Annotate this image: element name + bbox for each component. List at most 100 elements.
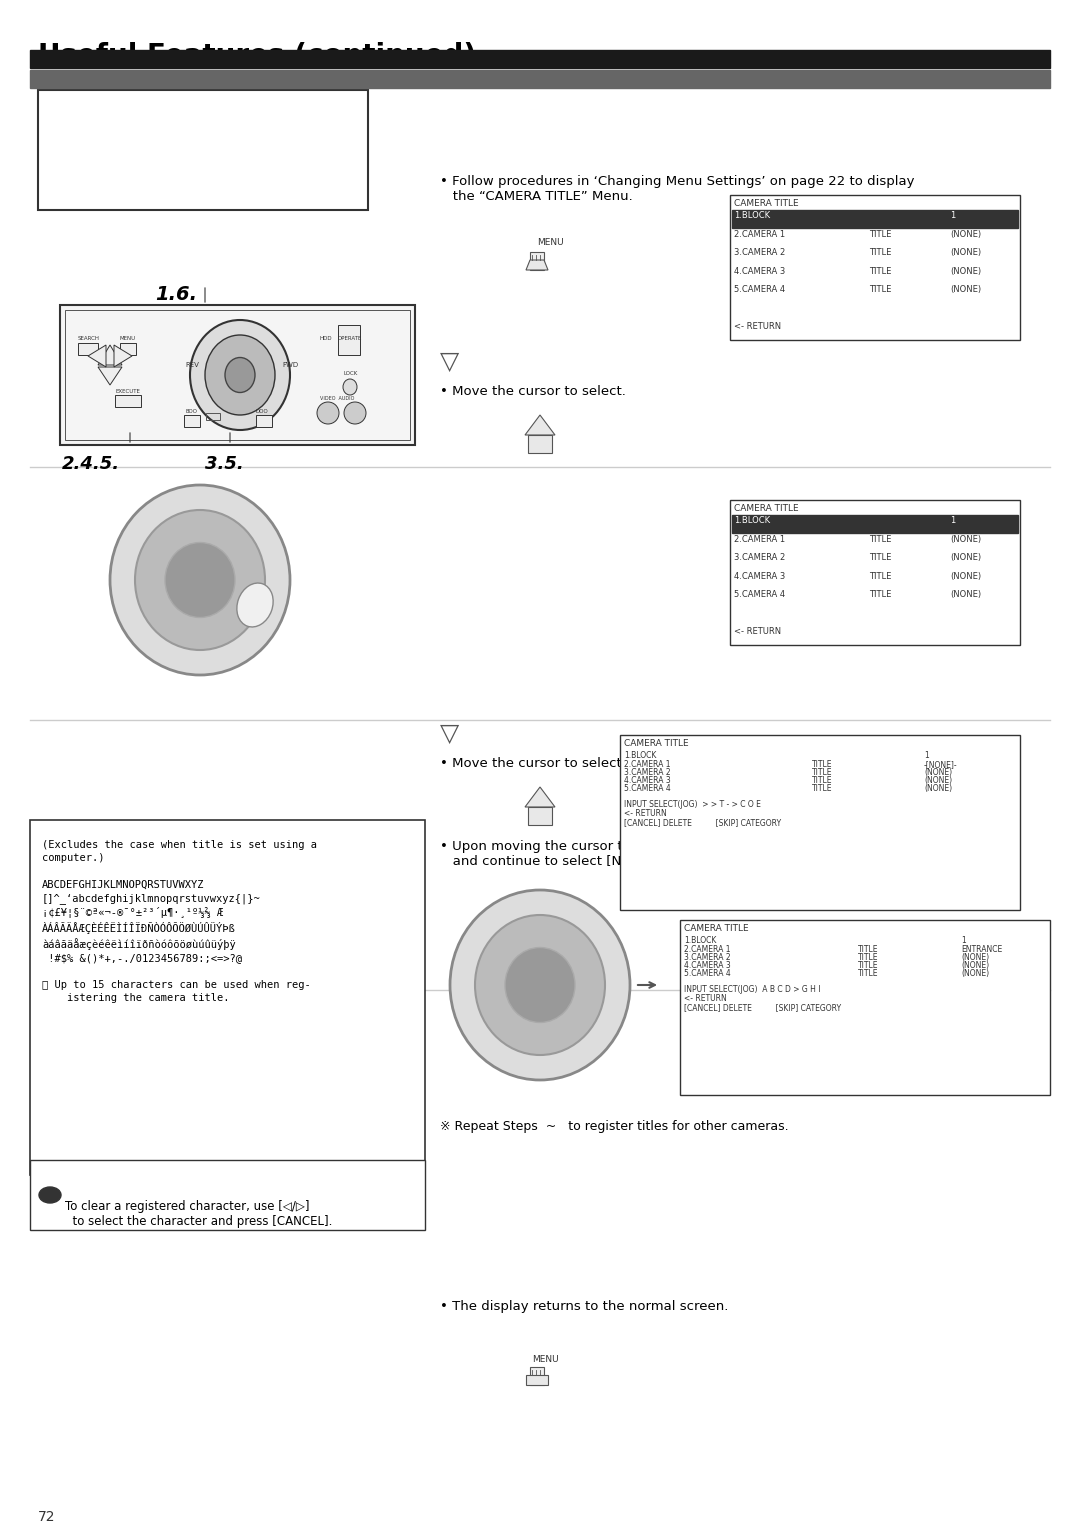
Text: 4.CAMERA 3: 4.CAMERA 3 — [734, 267, 785, 275]
Text: ▽: ▽ — [440, 350, 459, 374]
Bar — [30, 70, 1050, 89]
Text: HDD: HDD — [320, 336, 333, 341]
Bar — [732, 209, 1018, 228]
Text: <- RETURN: <- RETURN — [734, 628, 781, 637]
Text: • The display returns to the normal screen.: • The display returns to the normal scre… — [440, 1300, 728, 1313]
Text: ▽: ▽ — [440, 723, 459, 746]
Text: TITLE: TITLE — [812, 759, 833, 769]
Text: 1.BLOCK: 1.BLOCK — [734, 211, 770, 220]
Text: 1.6.: 1.6. — [156, 286, 197, 304]
Text: 1: 1 — [950, 516, 956, 526]
Text: TITLE: TITLE — [858, 953, 878, 963]
Text: (NONE): (NONE) — [950, 535, 982, 544]
Text: [CANCEL] DELETE          [SKIP] CATEGORY: [CANCEL] DELETE [SKIP] CATEGORY — [624, 817, 781, 827]
Bar — [38, 90, 368, 209]
Text: (NONE): (NONE) — [950, 553, 982, 562]
Text: CAMERA TITLE: CAMERA TITLE — [684, 924, 748, 934]
Text: 1.BLOCK: 1.BLOCK — [624, 750, 657, 759]
Bar — [206, 413, 220, 420]
Text: MENU: MENU — [120, 336, 136, 341]
Bar — [730, 196, 1020, 341]
Text: FWD: FWD — [592, 978, 615, 989]
Bar — [120, 342, 136, 354]
Ellipse shape — [190, 319, 291, 429]
Text: DOO: DOO — [256, 410, 269, 414]
Ellipse shape — [345, 402, 366, 423]
Text: 2.4.5.: 2.4.5. — [62, 455, 120, 474]
Text: TITLE: TITLE — [869, 590, 892, 599]
Polygon shape — [114, 345, 132, 367]
Text: 2.CAMERA 1: 2.CAMERA 1 — [624, 759, 671, 769]
Text: TITLE: TITLE — [812, 776, 833, 785]
Text: CAMERA TITLE: CAMERA TITLE — [624, 740, 689, 749]
Text: TITLE: TITLE — [869, 286, 892, 295]
Bar — [680, 920, 1050, 1096]
Text: ENTRANCE: ENTRANCE — [961, 944, 1002, 953]
Ellipse shape — [135, 510, 265, 649]
Ellipse shape — [225, 358, 255, 393]
Bar — [620, 735, 1020, 911]
Text: To clear a registered character, use [◁/▷]
  to select the character and press [: To clear a registered character, use [◁/… — [65, 1199, 333, 1229]
Bar — [65, 310, 410, 440]
Text: (NONE): (NONE) — [924, 776, 953, 785]
Text: TITLE: TITLE — [869, 553, 892, 562]
Text: TITLE: TITLE — [869, 248, 892, 257]
Text: • Move the cursor to select.: • Move the cursor to select. — [440, 756, 626, 770]
Text: 4.CAMERA 3: 4.CAMERA 3 — [734, 571, 785, 581]
Text: 3.CAMERA 2: 3.CAMERA 2 — [734, 553, 785, 562]
Text: 3.CAMERA 2: 3.CAMERA 2 — [734, 248, 785, 257]
Text: ※ Repeat Steps  ~   to register titles for other cameras.: ※ Repeat Steps ~ to register titles for … — [440, 1120, 788, 1132]
Bar — [184, 416, 200, 426]
Text: <- RETURN: <- RETURN — [734, 322, 781, 332]
Text: (NONE): (NONE) — [950, 248, 982, 257]
Ellipse shape — [39, 1187, 60, 1203]
Text: MENU: MENU — [537, 238, 564, 248]
Text: REV: REV — [185, 362, 199, 368]
Text: TITLE: TITLE — [812, 784, 833, 793]
Polygon shape — [526, 1375, 548, 1384]
Text: (NONE): (NONE) — [950, 286, 982, 295]
Text: CAMERA TITLE: CAMERA TITLE — [734, 199, 798, 208]
Text: TITLE: TITLE — [858, 944, 878, 953]
Polygon shape — [526, 260, 548, 270]
Polygon shape — [525, 416, 555, 435]
Text: VIDEO  AUDIO: VIDEO AUDIO — [320, 396, 354, 400]
Ellipse shape — [205, 335, 275, 416]
Text: • Move the cursor to select.: • Move the cursor to select. — [440, 385, 626, 397]
Text: 1.BLOCK: 1.BLOCK — [684, 937, 716, 944]
Text: 4.CAMERA 3: 4.CAMERA 3 — [624, 776, 671, 785]
Polygon shape — [98, 367, 122, 385]
Text: CAMERA TITLE: CAMERA TITLE — [734, 504, 798, 513]
Text: REV: REV — [125, 571, 145, 582]
Text: TITLE: TITLE — [869, 535, 892, 544]
Text: (Excludes the case when title is set using a
computer.)

ABCDEFGHIJKLMNOPQRSTUVW: (Excludes the case when title is set usi… — [42, 840, 318, 1002]
Bar — [730, 500, 1020, 645]
Text: (NONE): (NONE) — [950, 590, 982, 599]
Polygon shape — [87, 345, 106, 367]
Text: 1.BLOCK: 1.BLOCK — [734, 516, 770, 526]
Text: (NONE): (NONE) — [950, 571, 982, 581]
Text: TITLE: TITLE — [858, 961, 878, 970]
Text: INPUT SELECT(JOG)  A B C D > G H I: INPUT SELECT(JOG) A B C D > G H I — [684, 986, 821, 995]
Polygon shape — [525, 787, 555, 807]
Text: (NONE): (NONE) — [950, 267, 982, 275]
Text: TITLE: TITLE — [869, 267, 892, 275]
Bar — [338, 325, 360, 354]
Text: EXECUTE: EXECUTE — [114, 390, 140, 394]
Text: • Upon moving the cursor to [E], press [▷] to move the cursor forward
   and con: • Upon moving the cursor to [E], press [… — [440, 840, 930, 868]
Text: 2.CAMERA 1: 2.CAMERA 1 — [684, 944, 730, 953]
Bar — [530, 1368, 544, 1384]
Bar — [528, 435, 552, 452]
Text: 72: 72 — [38, 1510, 55, 1523]
Text: FWD: FWD — [282, 362, 298, 368]
Bar — [732, 515, 1018, 533]
Text: • Follow procedures in ‘Changing Menu Settings’ on page 22 to display
   the “CA: • Follow procedures in ‘Changing Menu Se… — [440, 176, 915, 203]
Polygon shape — [98, 345, 122, 365]
Text: MENU: MENU — [531, 1355, 558, 1365]
Text: LOCK: LOCK — [343, 371, 357, 376]
Text: 3.5.: 3.5. — [205, 455, 244, 474]
Bar — [60, 306, 415, 445]
Text: (NONE): (NONE) — [924, 784, 953, 793]
Text: FWD: FWD — [252, 571, 275, 582]
Text: SEARCH: SEARCH — [78, 336, 100, 341]
